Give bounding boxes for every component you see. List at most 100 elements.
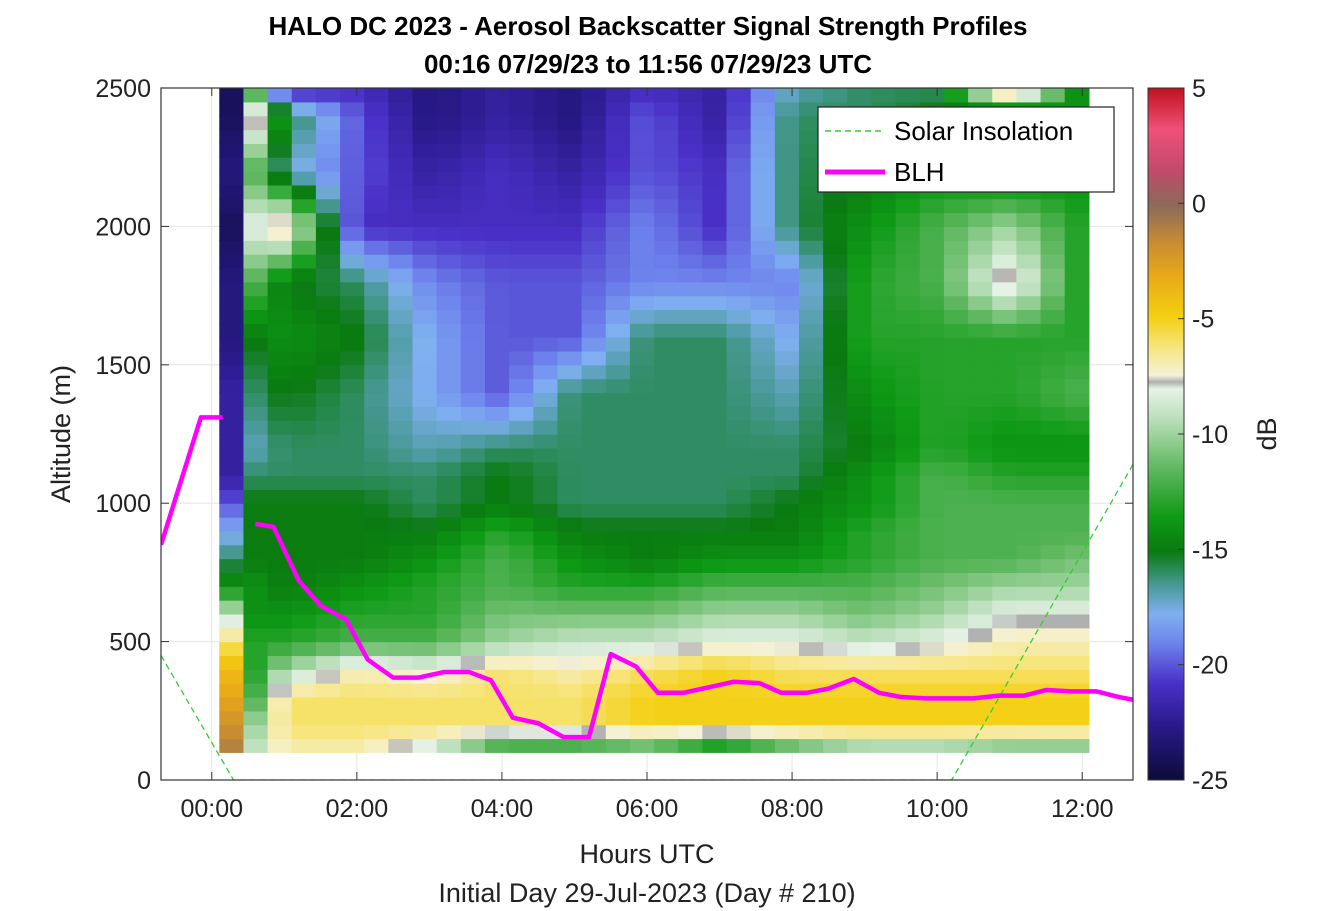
heatmap-cell-32-36: [992, 240, 1017, 255]
heatmap-cell-6-41: [364, 171, 389, 186]
heatmap-cell-12-28: [509, 350, 534, 366]
heatmap-cell-16-34: [605, 267, 631, 283]
heatmap-cell-12-15: [509, 530, 534, 546]
heatmap-cell-15-13: [581, 558, 607, 573]
heatmap-cell-13-20: [533, 461, 559, 477]
heatmap-cell-29-20: [919, 461, 945, 477]
heatmap-cell-7-10: [388, 600, 414, 615]
heatmap-cell-8-34: [412, 267, 438, 283]
heatmap-cell-31-33: [968, 281, 993, 297]
heatmap-cell-8-4: [412, 683, 438, 698]
y-tick-label-4: 2000: [95, 213, 151, 241]
heatmap-cell-19-34: [678, 267, 703, 283]
heatmap-cell-28-22: [895, 434, 921, 449]
heatmap-cell-2-7: [267, 641, 293, 657]
heatmap-cell-19-14: [678, 544, 703, 560]
heatmap-cell-31-15: [968, 530, 993, 546]
heatmap-cell-9-39: [436, 198, 462, 214]
heatmap-cell-11-20: [484, 461, 510, 477]
heatmap-cell-10-41: [460, 171, 486, 186]
heatmap-cell-14-15: [557, 530, 583, 546]
heatmap-cell-16-36: [605, 240, 631, 255]
heatmap-cell-34-17: [1040, 503, 1066, 518]
heatmap-cell-13-37: [533, 226, 559, 241]
heatmap-cell-29-33: [919, 281, 945, 297]
heatmap-cell-14-40: [557, 184, 583, 200]
heatmap-cell-8-10: [412, 600, 438, 615]
heatmap-cell-4-39: [315, 198, 341, 214]
heatmap-cell-21-44: [726, 129, 752, 144]
heatmap-cell-20-3: [702, 696, 728, 712]
heatmap-cell-13-38: [533, 212, 559, 227]
heatmap-cell-17-44: [629, 129, 655, 144]
heatmap-cell-29-31: [919, 309, 945, 324]
heatmap-cell-26-37: [847, 226, 873, 241]
heatmap-cell-18-21: [654, 447, 679, 463]
heatmap-cell-33-1: [1016, 724, 1042, 740]
heatmap-cell-8-36: [412, 240, 438, 255]
heatmap-cell-19-44: [678, 129, 703, 144]
heatmap-cell-0-2: [219, 710, 245, 726]
heatmap-cell-21-1: [726, 724, 752, 740]
heatmap-cell-23-34: [774, 267, 800, 283]
heatmap-cell-14-21: [557, 447, 583, 463]
heatmap-cell-23-0: [774, 738, 800, 753]
heatmap-cell-16-25: [605, 392, 631, 407]
heatmap-cell-22-15: [750, 530, 776, 546]
heatmap-cell-19-17: [678, 503, 703, 518]
heatmap-cell-27-23: [871, 420, 897, 435]
heatmap-cell-10-33: [460, 281, 486, 297]
heatmap-cell-29-35: [919, 254, 945, 269]
heatmap-cell-3-18: [291, 489, 317, 504]
heatmap-cell-21-33: [726, 281, 752, 297]
heatmap-cell-35-30: [1064, 323, 1090, 338]
heatmap-cell-33-20: [1016, 461, 1042, 477]
heatmap-cell-3-40: [291, 184, 317, 200]
heatmap-cell-28-28: [895, 350, 921, 366]
heatmap-cell-19-7: [678, 641, 703, 657]
heatmap-cell-22-18: [750, 489, 776, 504]
x-tick-label-3: 06:00: [616, 795, 679, 823]
heatmap-cell-10-20: [460, 461, 486, 477]
heatmap-cell-35-5: [1064, 669, 1090, 684]
heatmap-cell-10-22: [460, 434, 486, 449]
heatmap-cell-16-35: [605, 254, 631, 269]
heatmap-cell-9-20: [436, 461, 462, 477]
heatmap-cell-35-38: [1064, 212, 1090, 227]
heatmap-cell-29-36: [919, 240, 945, 255]
heatmap-cell-32-8: [992, 627, 1017, 643]
heatmap-cell-35-14: [1064, 544, 1090, 560]
heatmap-cell-1-27: [243, 364, 269, 380]
heatmap-cell-33-22: [1016, 434, 1042, 449]
heatmap-cell-15-28: [581, 350, 607, 366]
heatmap-cell-10-47: [460, 88, 486, 103]
heatmap-cell-4-35: [315, 254, 341, 269]
heatmap-cell-4-5: [315, 669, 341, 684]
heatmap-cell-32-15: [992, 530, 1017, 546]
heatmap-cell-28-18: [895, 489, 921, 504]
heatmap-cell-9-31: [436, 309, 462, 324]
heatmap-cell-32-47: [992, 88, 1017, 103]
heatmap-cell-30-24: [943, 406, 969, 421]
heatmap-cell-24-17: [799, 503, 824, 518]
heatmap-cell-34-8: [1040, 627, 1066, 643]
heatmap-cell-33-32: [1016, 295, 1042, 311]
heatmap-cell-25-7: [823, 641, 848, 657]
heatmap-cell-9-9: [436, 613, 462, 629]
heatmap-cell-23-45: [774, 115, 800, 131]
heatmap-cell-22-19: [750, 475, 776, 490]
heatmap-cell-20-15: [702, 530, 728, 546]
heatmap-cell-13-4: [533, 683, 559, 698]
heatmap-cell-3-1: [291, 724, 317, 740]
heatmap-cell-17-41: [629, 171, 655, 186]
heatmap-cell-22-17: [750, 503, 776, 518]
heatmap-cell-2-26: [267, 378, 293, 394]
heatmap-cell-14-33: [557, 281, 583, 297]
heatmap-cell-17-32: [629, 295, 655, 311]
heatmap-cell-20-16: [702, 517, 728, 532]
heatmap-cell-2-22: [267, 434, 293, 449]
heatmap-cell-8-37: [412, 226, 438, 241]
heatmap-cell-17-38: [629, 212, 655, 227]
heatmap-cell-19-43: [678, 143, 703, 158]
heatmap-cell-34-16: [1040, 517, 1066, 532]
